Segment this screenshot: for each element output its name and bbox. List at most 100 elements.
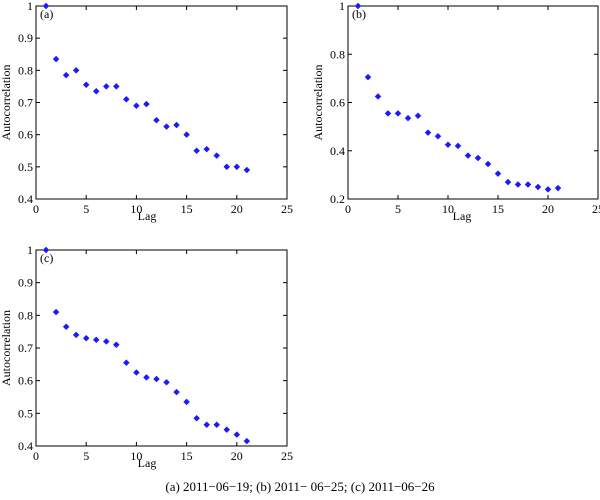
x-tick-label: 5 xyxy=(83,449,89,463)
data-point xyxy=(153,116,160,124)
data-point xyxy=(464,152,472,159)
data-point xyxy=(52,308,60,316)
data-point xyxy=(102,338,110,345)
data-point xyxy=(102,83,110,90)
data-point xyxy=(354,2,362,10)
data-point xyxy=(173,121,180,129)
data-point xyxy=(444,141,452,149)
y-tick-label: 0.9 xyxy=(18,31,33,45)
y-tick-label: 1 xyxy=(339,0,345,13)
data-point xyxy=(494,170,502,178)
data-point xyxy=(143,100,150,108)
y-tick-label: 0.9 xyxy=(18,276,33,290)
data-point xyxy=(92,336,100,344)
data-point xyxy=(364,73,372,81)
data-point xyxy=(112,341,120,349)
data-point xyxy=(82,334,90,342)
data-point xyxy=(243,166,251,174)
data-point xyxy=(504,178,512,186)
panel-label: (b) xyxy=(352,7,366,21)
data-point xyxy=(233,163,241,171)
data-point xyxy=(133,102,140,110)
data-point xyxy=(223,163,231,171)
panel-label: (c) xyxy=(40,251,53,265)
x-axis-label: Lag xyxy=(453,209,472,223)
data-point xyxy=(72,331,80,339)
y-tick-label: 0.5 xyxy=(18,160,33,174)
x-tick-label: 10 xyxy=(130,449,142,463)
data-point xyxy=(183,131,190,139)
data-point xyxy=(92,87,100,95)
y-tick-label: 0.4 xyxy=(18,439,33,453)
data-point xyxy=(193,147,200,155)
data-point xyxy=(394,110,402,117)
x-axis-label: Lag xyxy=(138,456,157,470)
x-tick-label: 20 xyxy=(231,449,243,463)
x-tick-label: 15 xyxy=(181,449,193,463)
chart-panel-b: 0 5 10 15 20 25 0.2 0.4 0.6 0.8 1 (b) Lag Autocorrela… xyxy=(311,0,600,223)
x-tick-label: 15 xyxy=(181,202,193,216)
data-point xyxy=(414,112,422,120)
data-point xyxy=(72,66,80,74)
data-point xyxy=(404,114,412,122)
y-tick-label: 0.8 xyxy=(18,308,33,322)
data-point xyxy=(374,93,382,100)
panel-label: (a) xyxy=(40,7,53,21)
data-point xyxy=(123,95,130,103)
data-point xyxy=(163,123,170,130)
y-tick-label: 0.6 xyxy=(18,374,33,388)
data-point xyxy=(474,154,482,162)
plot-frame xyxy=(35,249,288,447)
x-axis-label: Lag xyxy=(138,209,157,223)
data-point xyxy=(163,378,170,386)
x-tick-label: 10 xyxy=(442,202,454,216)
data-point xyxy=(384,110,392,117)
data-point xyxy=(42,2,50,10)
y-tick-label: 0.4 xyxy=(330,144,345,158)
data-point xyxy=(434,132,442,140)
data-point xyxy=(82,81,90,89)
x-tick-label: 0 xyxy=(33,202,39,216)
y-tick-label: 1 xyxy=(27,0,33,13)
data-point xyxy=(233,431,241,438)
plot-frame xyxy=(347,5,599,200)
x-tick-label: 10 xyxy=(130,202,142,216)
data-point xyxy=(112,83,120,90)
y-tick-label: 0.7 xyxy=(18,341,33,355)
data-point xyxy=(554,184,562,192)
data-point xyxy=(424,129,432,137)
data-point xyxy=(62,323,70,331)
data-point xyxy=(123,359,130,367)
data-point xyxy=(203,145,211,153)
data-point xyxy=(484,160,492,168)
x-tick-label: 0 xyxy=(33,449,39,463)
x-tick-label: 25 xyxy=(281,449,293,463)
data-point xyxy=(203,421,211,429)
y-tick-label: 1 xyxy=(27,243,33,257)
chart-panel-c: 0 5 10 15 20 25 0.4 0.5 0.6 0.7 0.8 0.9 1 (c) Lag Autoc… xyxy=(0,243,293,470)
data-point xyxy=(454,142,462,150)
y-tick-label: 0.5 xyxy=(18,406,33,420)
y-tick-label: 0.7 xyxy=(18,96,33,110)
y-axis-label: Autocorrelation xyxy=(0,310,13,386)
x-tick-label: 15 xyxy=(492,202,504,216)
data-point xyxy=(62,71,70,79)
data-point xyxy=(193,414,200,422)
chart-panel-a: 0 5 10 15 20 25 0.4 0.5 0.6 0.7 0.8 0.9 1 (a) Lag Autoc… xyxy=(0,0,293,223)
data-point xyxy=(143,374,150,381)
x-tick-label: 5 xyxy=(83,202,89,216)
data-point xyxy=(213,152,221,159)
figure-caption: (a) 2011−06−19; (b) 2011− 06−25; (c) 201… xyxy=(165,479,435,494)
x-tick-label: 0 xyxy=(345,202,351,216)
data-point xyxy=(524,181,532,188)
data-point xyxy=(534,183,542,191)
data-point xyxy=(544,185,552,193)
y-tick-label: 0.6 xyxy=(330,96,345,110)
y-tick-label: 0.4 xyxy=(18,192,33,206)
y-tick-label: 0.8 xyxy=(330,47,345,61)
x-tick-label: 20 xyxy=(231,202,243,216)
x-tick-label: 25 xyxy=(592,202,600,216)
y-tick-label: 0.8 xyxy=(18,63,33,77)
data-point xyxy=(133,369,140,376)
